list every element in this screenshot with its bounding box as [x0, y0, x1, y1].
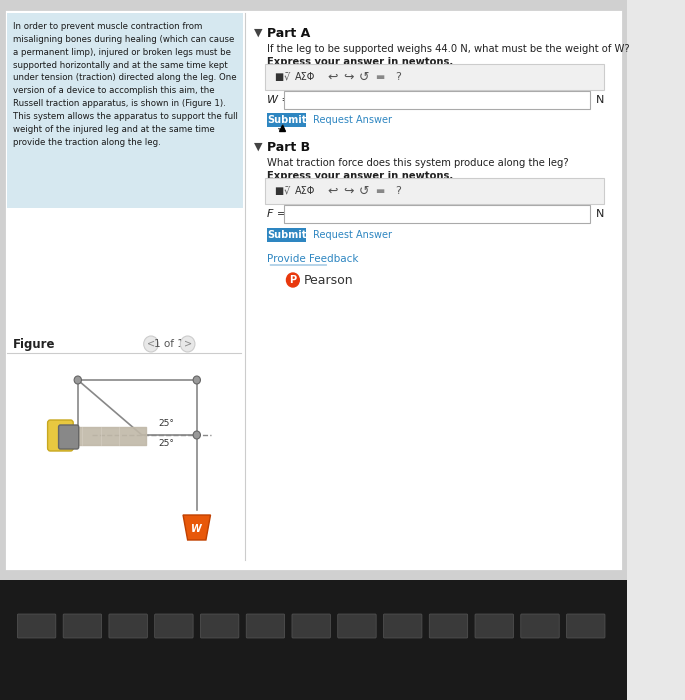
FancyBboxPatch shape [47, 420, 73, 451]
Text: ▼: ▼ [254, 142, 263, 152]
Circle shape [193, 376, 201, 384]
Text: In order to prevent muscle contraction from
misaligning bones during healing (wh: In order to prevent muscle contraction f… [13, 22, 238, 147]
FancyBboxPatch shape [246, 614, 285, 638]
FancyBboxPatch shape [8, 13, 243, 208]
Text: ↩: ↩ [327, 185, 338, 197]
Text: <: < [147, 339, 155, 349]
FancyBboxPatch shape [284, 205, 590, 223]
FancyBboxPatch shape [384, 614, 422, 638]
Text: What traction force does this system produce along the leg?: What traction force does this system pro… [267, 158, 569, 168]
Text: Express your answer in newtons.: Express your answer in newtons. [267, 57, 453, 67]
FancyBboxPatch shape [0, 0, 627, 590]
FancyBboxPatch shape [5, 10, 623, 570]
FancyBboxPatch shape [267, 113, 306, 127]
Text: W: W [191, 524, 202, 534]
FancyBboxPatch shape [63, 614, 101, 638]
Text: Request Answer: Request Answer [313, 115, 392, 125]
FancyBboxPatch shape [265, 64, 604, 90]
Text: Part A: Part A [267, 27, 310, 40]
Text: 25°: 25° [158, 419, 174, 428]
Circle shape [74, 376, 82, 384]
Text: ↩: ↩ [327, 71, 338, 83]
Circle shape [144, 336, 158, 352]
FancyBboxPatch shape [292, 614, 330, 638]
FancyBboxPatch shape [267, 228, 306, 242]
FancyBboxPatch shape [8, 355, 240, 555]
Text: √̄: √̄ [284, 72, 290, 82]
FancyBboxPatch shape [155, 614, 193, 638]
Text: F =: F = [267, 209, 286, 219]
Text: ΑΣΦ: ΑΣΦ [295, 72, 315, 82]
FancyBboxPatch shape [566, 614, 605, 638]
Text: ↪: ↪ [343, 71, 353, 83]
Text: N: N [596, 209, 604, 219]
Text: Pearson: Pearson [304, 274, 353, 286]
FancyBboxPatch shape [59, 425, 79, 449]
Text: Express your answer in newtons.: Express your answer in newtons. [267, 171, 453, 181]
Text: ↺: ↺ [359, 71, 369, 83]
FancyBboxPatch shape [109, 614, 147, 638]
Text: ?: ? [395, 72, 401, 82]
FancyBboxPatch shape [338, 614, 376, 638]
Text: 25°: 25° [158, 438, 174, 447]
FancyBboxPatch shape [284, 91, 590, 109]
Text: ↺: ↺ [359, 185, 369, 197]
FancyBboxPatch shape [429, 614, 468, 638]
Text: N: N [596, 95, 604, 105]
Text: If the leg to be supported weighs 44.0 N, what must be the weight of W?: If the leg to be supported weighs 44.0 N… [267, 44, 630, 54]
Text: √̄: √̄ [284, 186, 290, 196]
Text: Part B: Part B [267, 141, 310, 154]
Text: P: P [289, 275, 297, 285]
Text: Provide Feedback: Provide Feedback [267, 254, 359, 264]
Text: 1 of 1: 1 of 1 [154, 339, 184, 349]
Text: ?: ? [395, 186, 401, 196]
Circle shape [180, 336, 195, 352]
Text: W =: W = [267, 95, 291, 105]
Text: Request Answer: Request Answer [313, 230, 392, 240]
Text: Submit: Submit [266, 230, 306, 240]
Text: >: > [184, 339, 192, 349]
Circle shape [193, 431, 201, 439]
Text: ▬: ▬ [375, 186, 384, 196]
FancyBboxPatch shape [0, 580, 627, 700]
FancyBboxPatch shape [201, 614, 239, 638]
Circle shape [286, 273, 299, 287]
Text: ■: ■ [275, 72, 284, 82]
Text: Figure: Figure [13, 338, 55, 351]
Text: ↪: ↪ [343, 185, 353, 197]
Text: ΑΣΦ: ΑΣΦ [295, 186, 315, 196]
Polygon shape [183, 515, 210, 540]
FancyBboxPatch shape [521, 614, 559, 638]
Text: ▬: ▬ [375, 72, 384, 82]
FancyBboxPatch shape [265, 178, 604, 204]
FancyBboxPatch shape [475, 614, 514, 638]
FancyBboxPatch shape [17, 614, 56, 638]
Text: ▼: ▼ [254, 28, 263, 38]
Text: Submit: Submit [266, 115, 306, 125]
Text: ■: ■ [275, 186, 284, 196]
